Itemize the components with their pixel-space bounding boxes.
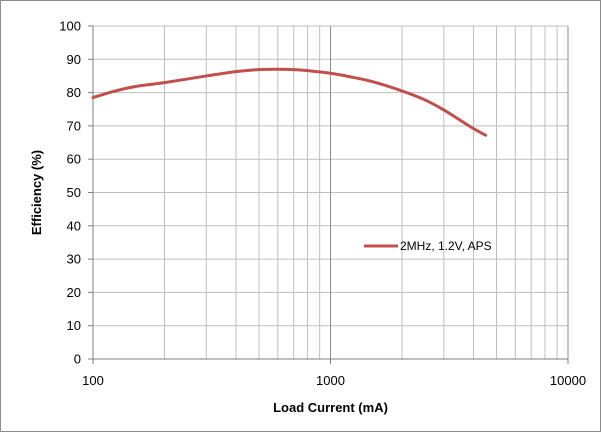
y-tick-label: 80: [67, 85, 81, 100]
y-axis-title: Efficiency (%): [29, 150, 44, 235]
x-tick-label: 100: [82, 373, 104, 388]
grid: [92, 25, 569, 360]
y-tick-label: 60: [67, 152, 81, 167]
y-tick-label: 30: [67, 252, 81, 267]
x-tick-label: 1000: [316, 373, 345, 388]
series-line: [91, 67, 488, 137]
y-tick-label: 90: [67, 52, 81, 67]
y-tick-label: 40: [67, 218, 81, 233]
y-tick-label: 20: [67, 285, 81, 300]
y-tick-label: 0: [74, 352, 81, 367]
series-layer: [91, 67, 488, 137]
tick-labels: 0 10 20 30 40 50 60 70 80 90 100 100 1000 10000: [59, 19, 586, 389]
x-axis-title: Load Current (mA): [273, 400, 388, 415]
legend: 2MHz, 1.2V, APS: [364, 239, 492, 253]
y-tick-label: 50: [67, 185, 81, 200]
y-tick-label: 10: [67, 318, 81, 333]
y-tick-label: 100: [59, 19, 81, 34]
y-tick-label: 70: [67, 118, 81, 133]
plot-area: [88, 25, 569, 364]
legend-label: 2MHz, 1.2V, APS: [400, 239, 492, 253]
x-tick-label: 10000: [550, 373, 586, 388]
